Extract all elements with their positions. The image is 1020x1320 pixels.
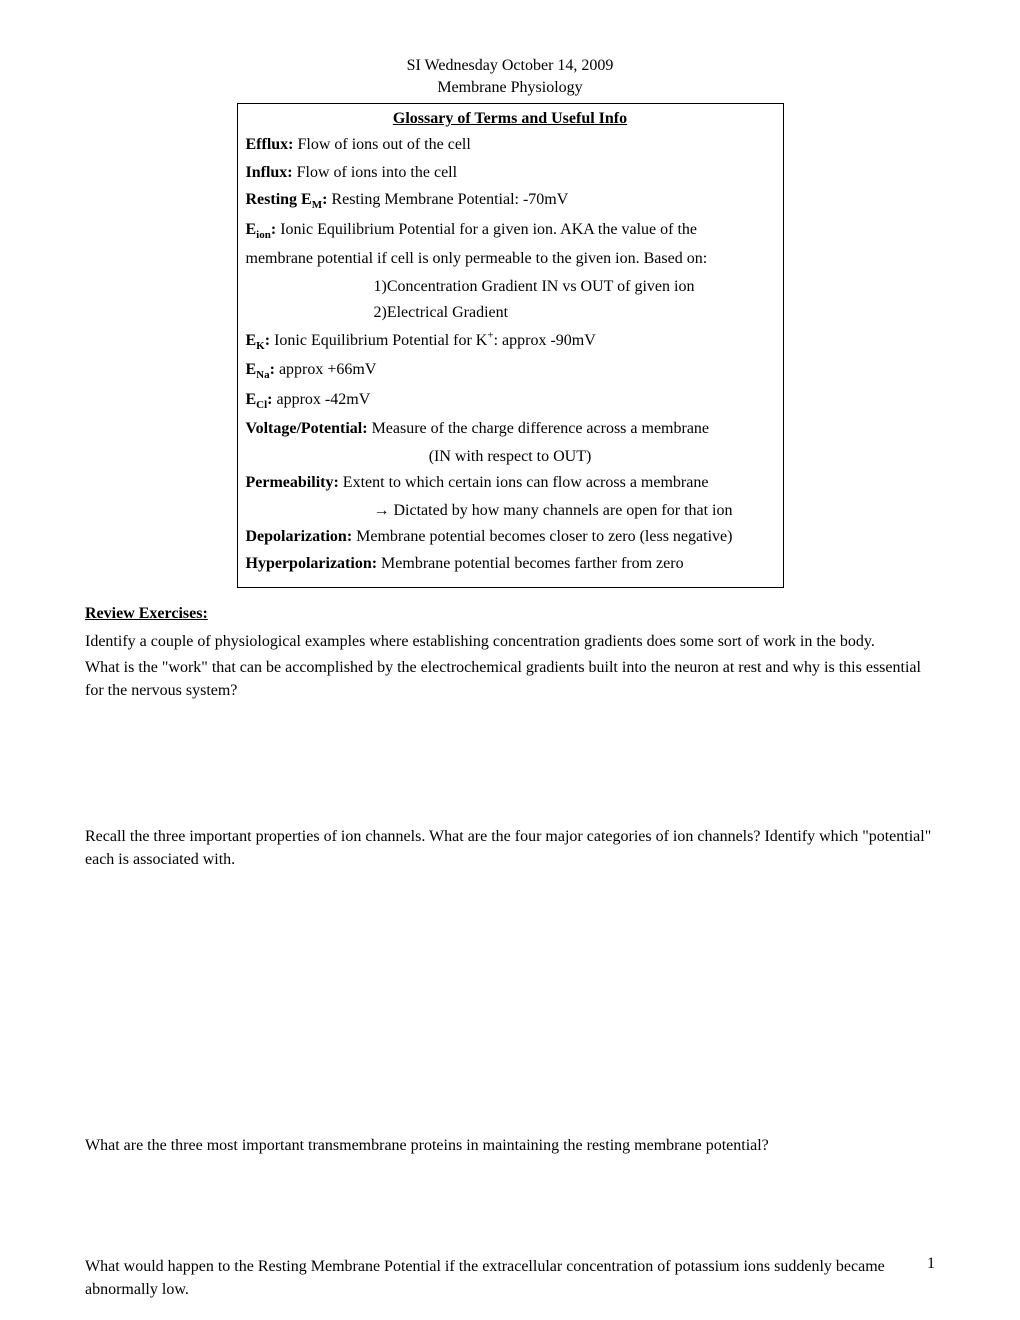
glossary-term: Efflux:	[246, 136, 294, 153]
glossary-definition: Membrane potential becomes farther from …	[377, 555, 684, 572]
glossary-item: Voltage/Potential: Measure of the charge…	[246, 418, 775, 440]
glossary-definition: approx -42mV	[273, 391, 371, 408]
glossary-term: Influx:	[246, 164, 293, 181]
glossary-item: Hyperpolarization: Membrane potential be…	[246, 553, 775, 575]
glossary-item: Influx: Flow of ions into the cell	[246, 162, 775, 184]
glossary-definition: approx +66mV	[275, 361, 376, 378]
glossary-term: Voltage/Potential:	[246, 420, 368, 437]
glossary-definition: Resting Membrane Potential: -70mV	[327, 191, 568, 208]
page-number: 1	[927, 1253, 935, 1275]
glossary-item: Resting EM: Resting Membrane Potential: …	[246, 189, 775, 214]
question-4: What would happen to the Resting Membran…	[85, 1256, 935, 1301]
glossary-definition: Extent to which certain ions can flow ac…	[339, 474, 709, 491]
glossary-term: Hyperpolarization:	[246, 555, 378, 572]
glossary-definition: Ionic Equilibrium Potential for a given …	[276, 221, 697, 238]
glossary-definition: Flow of ions into the cell	[293, 164, 457, 181]
glossary-definition: Flow of ions out of the cell	[294, 136, 471, 153]
glossary-term: ECl:	[246, 391, 273, 408]
question-2: Recall the three important properties of…	[85, 826, 935, 871]
glossary-term: EK:	[246, 332, 271, 349]
glossary-item: Permeability: Extent to which certain io…	[246, 472, 775, 494]
glossary-term: Permeability:	[246, 474, 339, 491]
glossary-sub-item: 1)Concentration Gradient IN vs OUT of gi…	[246, 276, 775, 298]
glossary-item: ENa: approx +66mV	[246, 359, 775, 384]
glossary-definition: Membrane potential becomes closer to zer…	[352, 528, 732, 545]
glossary-term: Eion:	[246, 221, 277, 238]
glossary-title: Glossary of Terms and Useful Info	[246, 108, 775, 130]
question-1a: Identify a couple of physiological examp…	[85, 631, 935, 653]
glossary-box: Glossary of Terms and Useful Info Efflux…	[237, 103, 784, 588]
glossary-term: Depolarization:	[246, 528, 353, 545]
header-topic: Membrane Physiology	[85, 77, 935, 99]
glossary-sub-item: → Dictated by how many channels are open…	[246, 500, 775, 522]
question-1b: What is the "work" that can be accomplis…	[85, 657, 935, 702]
glossary-definition: Measure of the charge difference across …	[368, 420, 709, 437]
glossary-term: Resting EM:	[246, 191, 328, 208]
glossary-item: Eion: Ionic Equilibrium Potential for a …	[246, 219, 775, 244]
question-3: What are the three most important transm…	[85, 1135, 935, 1157]
glossary-item: ECl: approx -42mV	[246, 389, 775, 414]
glossary-sub-item: (IN with respect to OUT)	[246, 446, 775, 468]
review-heading: Review Exercises:	[85, 603, 935, 625]
glossary-sub-item: 2)Electrical Gradient	[246, 302, 775, 324]
glossary-item: EK: Ionic Equilibrium Potential for K+: …	[246, 328, 775, 354]
glossary-item: Depolarization: Membrane potential becom…	[246, 526, 775, 548]
glossary-item: Efflux: Flow of ions out of the cell	[246, 134, 775, 156]
header-date: SI Wednesday October 14, 2009	[85, 55, 935, 77]
glossary-definition: Ionic Equilibrium Potential for K+: appr…	[270, 332, 596, 349]
glossary-term: ENa:	[246, 361, 275, 378]
glossary-continuation: membrane potential if cell is only perme…	[246, 248, 775, 270]
